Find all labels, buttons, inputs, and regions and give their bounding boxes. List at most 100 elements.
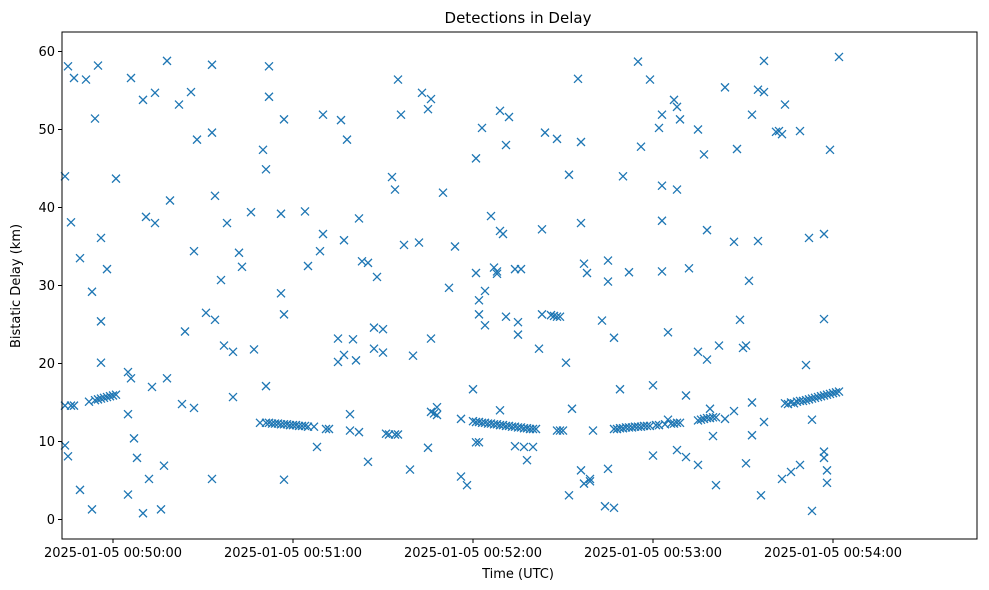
data-point-marker	[522, 455, 532, 465]
data-point-marker	[501, 312, 511, 322]
data-point-marker	[528, 442, 538, 452]
data-point-marker	[339, 235, 349, 245]
data-point-marker	[498, 229, 508, 239]
data-point-marker	[753, 236, 763, 246]
y-tick-label: 20	[38, 357, 55, 372]
data-point-marker	[624, 267, 634, 277]
data-point-marker	[585, 474, 595, 484]
data-point-marker	[333, 334, 343, 343]
data-point-marker	[423, 443, 433, 453]
data-point-marker	[564, 490, 574, 500]
data-point-marker	[189, 246, 199, 256]
data-point-marker	[729, 237, 739, 247]
data-point-marker	[702, 355, 712, 365]
data-point-marker	[672, 102, 682, 112]
data-point-marker	[381, 429, 391, 439]
y-tick-label: 60	[38, 45, 55, 60]
data-point-marker	[219, 341, 229, 351]
data-point-marker	[426, 94, 436, 104]
data-point-marker	[393, 430, 403, 439]
data-point-marker	[834, 52, 844, 62]
data-point-marker	[342, 135, 352, 145]
data-point-marker	[318, 110, 328, 120]
data-point-marker	[579, 479, 589, 489]
data-point-marker	[711, 480, 721, 490]
data-point-marker	[471, 437, 481, 447]
y-tick-label: 40	[38, 201, 55, 216]
data-point-marker	[681, 391, 691, 400]
data-point-marker	[399, 240, 409, 250]
data-point-marker	[279, 114, 289, 124]
x-tick-label: 2025-01-05 00:54:00	[764, 546, 902, 561]
data-point-marker	[426, 334, 436, 343]
data-point-marker	[657, 181, 667, 191]
data-point-marker	[795, 460, 805, 470]
data-point-marker	[681, 452, 691, 462]
data-point-marker	[480, 286, 490, 296]
data-point-marker	[825, 145, 835, 155]
data-point-marker	[405, 465, 415, 475]
data-point-marker	[129, 433, 139, 443]
data-point-marker	[714, 341, 724, 351]
data-point-marker	[63, 61, 73, 71]
data-point-marker	[672, 185, 682, 195]
data-point-marker	[138, 508, 148, 518]
data-point-marker	[561, 358, 571, 368]
data-point-marker	[423, 104, 433, 114]
data-point-marker	[528, 424, 538, 434]
data-point-marker	[417, 88, 427, 98]
data-point-marker	[609, 503, 619, 513]
data-point-marker	[234, 248, 244, 258]
data-point-marker	[378, 324, 388, 334]
data-point-marker	[711, 412, 721, 422]
x-tick-label: 2025-01-05 00:50:00	[44, 546, 182, 561]
data-point-marker	[759, 87, 769, 97]
data-point-marker	[540, 128, 550, 138]
data-point-marker	[495, 405, 505, 415]
data-point-marker	[210, 191, 220, 201]
data-point-marker	[552, 134, 562, 144]
chart-title: Detections in Delay	[445, 9, 592, 27]
data-point-marker	[363, 258, 373, 268]
data-point-marker	[777, 129, 787, 139]
data-point-marker	[504, 112, 514, 122]
data-point-marker	[480, 320, 490, 330]
data-point-marker	[684, 263, 694, 273]
data-point-marker	[477, 123, 487, 133]
data-point-marker	[732, 144, 742, 154]
data-point-marker	[63, 451, 73, 461]
data-point-marker	[462, 480, 472, 490]
data-point-marker	[636, 142, 646, 152]
data-point-marker	[657, 267, 667, 276]
data-point-marker	[390, 430, 400, 439]
data-point-marker	[96, 233, 106, 243]
data-point-marker	[111, 174, 121, 184]
data-point-marker	[300, 206, 310, 216]
plot-area-frame	[61, 31, 978, 540]
data-point-marker	[786, 467, 796, 477]
data-point-marker	[759, 56, 769, 66]
data-point-marker	[693, 125, 703, 134]
data-point-marker	[210, 315, 220, 325]
x-axis-ticks: 2025-01-05 00:50:00 2025-01-05 00:51:00 20…	[44, 539, 902, 561]
data-point-marker	[174, 100, 184, 109]
data-point-marker	[585, 476, 595, 486]
data-point-marker	[300, 421, 310, 431]
data-point-marker	[303, 261, 313, 271]
data-point-marker	[474, 437, 484, 447]
data-point-marker	[603, 277, 613, 287]
data-point-marker	[444, 283, 454, 293]
data-point-marker	[372, 272, 382, 282]
data-point-marker	[648, 380, 658, 390]
data-point-marker	[138, 95, 148, 105]
data-point-marker	[369, 344, 379, 354]
data-point-marker	[276, 209, 286, 219]
data-point-marker	[615, 384, 625, 394]
data-point-marker	[162, 56, 172, 66]
data-point-marker	[645, 75, 655, 85]
data-point-marker	[486, 211, 496, 221]
data-point-marker	[189, 403, 199, 413]
data-point-marker	[819, 453, 829, 463]
data-point-marker	[66, 401, 76, 411]
data-point-marker	[321, 424, 331, 434]
